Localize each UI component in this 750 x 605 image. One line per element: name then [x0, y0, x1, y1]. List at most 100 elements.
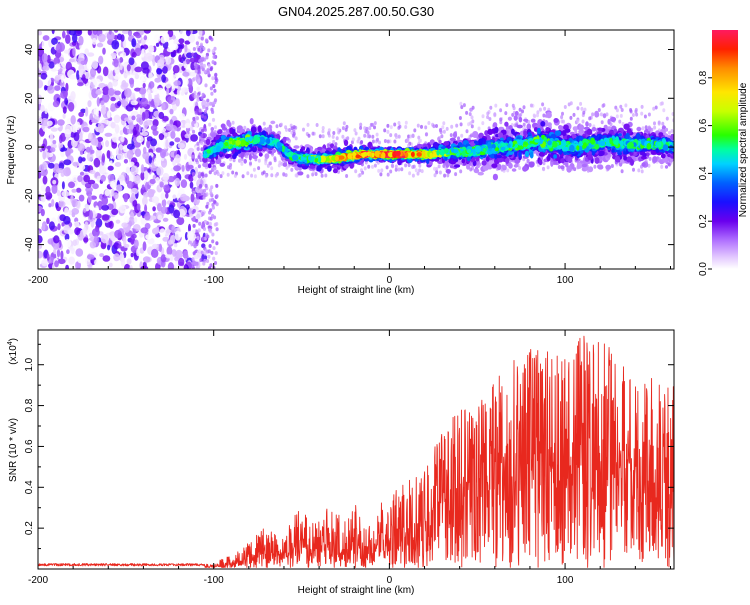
noise-cell — [127, 30, 133, 37]
noise-cell — [107, 244, 111, 251]
noise-cell — [72, 161, 79, 167]
noise-cell — [180, 179, 188, 189]
halo-cell — [443, 173, 447, 178]
signal-cell — [251, 155, 258, 159]
noise-cell — [89, 169, 96, 175]
halo-cell — [344, 127, 348, 132]
noise-fade-cell — [192, 223, 196, 228]
halo-cell — [506, 168, 510, 173]
noise-cell — [51, 198, 55, 207]
noise-cell — [143, 35, 148, 41]
noise-cell — [43, 65, 50, 71]
halo-cell — [470, 124, 474, 129]
noise-cell — [63, 215, 71, 225]
noise-fade-cell — [194, 65, 198, 69]
noise-cell — [149, 189, 156, 195]
halo-cell — [345, 174, 349, 178]
noise-cell — [140, 265, 149, 269]
noise-cell — [51, 184, 58, 194]
noise-cell — [146, 140, 151, 149]
halo-cell — [321, 129, 325, 134]
halo-cell — [637, 168, 641, 173]
signal-cell — [607, 126, 612, 130]
noise-cell — [156, 68, 163, 75]
noise-fade-cell — [210, 91, 214, 96]
noise-cell — [165, 254, 173, 259]
noise-cell — [102, 66, 109, 77]
signal-cell — [652, 156, 658, 163]
noise-cell — [165, 81, 172, 89]
noise-cell — [112, 79, 118, 87]
noise-cell — [184, 133, 190, 139]
signal-cell — [605, 164, 612, 170]
noise-cell — [198, 30, 203, 37]
noise-fade-cell — [205, 204, 209, 209]
noise-cell — [130, 252, 134, 258]
noise-fade-cell — [211, 76, 215, 81]
noise-cell — [38, 250, 43, 259]
noise-cell — [157, 214, 163, 221]
halo-cell — [366, 134, 370, 139]
noise-cell — [40, 118, 49, 127]
noise-fade-cell — [203, 127, 207, 132]
noise-cell — [42, 175, 48, 185]
noise-fade-cell — [211, 60, 215, 65]
noise-fade-cell — [201, 236, 205, 241]
halo-cell — [277, 163, 281, 168]
halo-cell — [314, 172, 318, 176]
noise-fade-cell — [200, 114, 204, 118]
noise-cell — [61, 181, 65, 190]
halo-cell — [631, 113, 635, 117]
noise-cell — [75, 261, 81, 269]
signal-cell — [243, 158, 247, 164]
halo-cell — [368, 126, 372, 131]
noise-fade-cell — [213, 222, 217, 227]
signal-cell — [576, 162, 583, 169]
halo-cell — [389, 125, 393, 130]
noise-cell — [95, 90, 102, 95]
halo-cell — [420, 169, 424, 174]
noise-cell — [80, 60, 87, 65]
noise-cell — [111, 133, 119, 143]
halo-cell — [241, 174, 245, 179]
halo-cell — [657, 121, 661, 126]
halo-cell — [563, 105, 567, 109]
halo-cell — [275, 124, 279, 129]
noise-cell — [41, 40, 45, 49]
noise-cell — [131, 192, 136, 202]
noise-cell — [101, 214, 110, 221]
noise-cell — [131, 115, 136, 121]
halo-cell — [371, 139, 375, 144]
noise-cell — [167, 30, 174, 38]
noise-cell — [165, 56, 172, 65]
halo-cell — [356, 139, 360, 144]
noise-cell — [113, 30, 119, 33]
noise-cell — [40, 104, 45, 112]
noise-cell — [133, 141, 141, 148]
halo-cell — [560, 119, 564, 124]
noise-cell — [61, 74, 64, 83]
signal-cell — [438, 139, 442, 144]
noise-cell — [97, 122, 101, 133]
noise-cell — [142, 241, 147, 252]
noise-cell — [188, 223, 191, 233]
noise-cell — [64, 233, 70, 241]
noise-cell — [174, 154, 181, 164]
halo-cell — [620, 108, 624, 112]
halo-cell — [311, 131, 315, 136]
signal-cell — [477, 171, 484, 176]
halo-cell — [435, 124, 438, 128]
noise-fade-cell — [207, 249, 211, 254]
signal-cell — [452, 131, 458, 139]
noise-cell — [139, 88, 144, 94]
noise-cell — [190, 134, 199, 142]
halo-cell — [413, 128, 417, 133]
noise-cell — [155, 177, 160, 183]
halo-cell — [424, 132, 428, 137]
noise-cell — [170, 186, 175, 194]
signal-cell — [560, 158, 565, 164]
noise-fade-cell — [215, 202, 219, 207]
halo-cell — [615, 108, 619, 113]
halo-cell — [318, 134, 322, 139]
